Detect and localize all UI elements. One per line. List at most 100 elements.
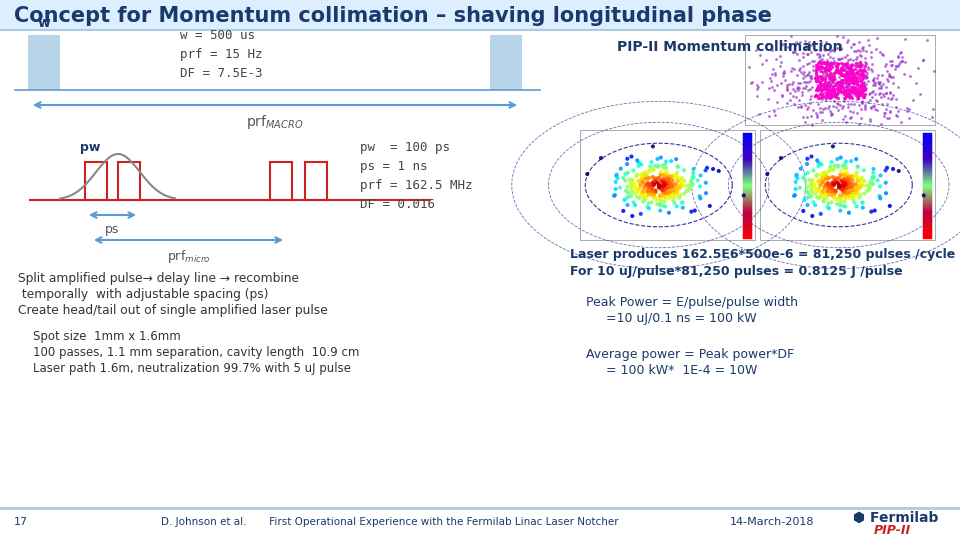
Point	[834, 63, 850, 71]
Point	[828, 90, 844, 98]
Point	[846, 108, 861, 117]
Point	[836, 87, 852, 96]
Point	[662, 191, 678, 200]
Point	[813, 63, 828, 72]
Point	[812, 82, 828, 90]
Point	[845, 183, 860, 191]
Point	[880, 76, 896, 85]
Point	[847, 78, 862, 87]
Point	[844, 112, 859, 121]
Point	[865, 76, 880, 84]
Point	[830, 93, 846, 102]
Point	[815, 73, 830, 82]
Point	[822, 90, 837, 98]
Point	[837, 90, 852, 98]
Point	[845, 71, 860, 80]
Point	[625, 212, 640, 220]
Point	[786, 192, 802, 200]
Point	[659, 167, 674, 176]
Point	[833, 79, 849, 87]
Point	[882, 201, 898, 210]
Point	[835, 78, 851, 86]
Point	[820, 77, 835, 86]
Point	[919, 36, 934, 45]
Point	[855, 90, 871, 99]
Point	[822, 60, 837, 69]
Point	[793, 164, 808, 173]
Point	[867, 206, 882, 215]
Point	[650, 154, 665, 163]
Point	[823, 58, 838, 66]
Point	[802, 192, 817, 201]
Point	[666, 192, 682, 201]
Point	[804, 186, 819, 194]
Point	[821, 87, 836, 96]
Point	[804, 176, 820, 184]
Point	[849, 95, 864, 104]
Point	[813, 210, 828, 218]
Point	[819, 91, 834, 99]
Point	[637, 171, 653, 180]
Point	[855, 70, 871, 79]
Point	[773, 41, 788, 50]
Point	[838, 91, 853, 100]
Point	[829, 174, 845, 183]
Point	[644, 158, 660, 166]
Point	[812, 193, 828, 201]
Point	[842, 178, 857, 187]
Point	[798, 118, 813, 127]
Point	[676, 181, 691, 190]
Point	[841, 82, 856, 90]
Point	[853, 84, 869, 92]
Point	[843, 66, 858, 75]
Point	[633, 181, 648, 190]
Point	[814, 73, 829, 82]
Point	[787, 191, 803, 199]
Point	[839, 64, 854, 72]
Point	[854, 174, 870, 183]
Point	[824, 80, 839, 89]
Point	[837, 202, 852, 211]
Point	[847, 72, 862, 81]
Point	[823, 166, 838, 174]
Point	[850, 168, 865, 177]
Point	[819, 79, 834, 88]
Point	[853, 76, 869, 84]
Point	[636, 196, 652, 205]
Point	[785, 85, 801, 93]
Point	[792, 79, 807, 87]
Point	[808, 76, 824, 85]
Point	[795, 62, 810, 70]
Point	[658, 194, 673, 202]
Point	[685, 174, 701, 183]
Point	[820, 187, 835, 195]
Point	[835, 83, 851, 91]
Text: Concept for Momentum collimation – shaving longitudinal phase: Concept for Momentum collimation – shavi…	[14, 6, 772, 26]
Point	[836, 180, 852, 188]
Point	[888, 62, 903, 70]
Point	[619, 193, 635, 202]
Point	[827, 190, 842, 199]
Point	[840, 36, 855, 44]
Point	[813, 90, 828, 99]
Point	[820, 70, 835, 78]
Point	[843, 72, 858, 81]
Point	[855, 198, 871, 207]
Point	[841, 86, 856, 94]
Point	[803, 98, 818, 107]
Point	[850, 109, 865, 117]
Point	[810, 86, 826, 94]
Point	[858, 72, 874, 81]
Point	[840, 173, 855, 181]
Point	[634, 170, 649, 179]
Point	[809, 85, 825, 93]
Point	[841, 71, 856, 79]
Point	[829, 44, 845, 52]
Point	[794, 91, 809, 99]
Point	[835, 59, 851, 68]
Point	[808, 66, 824, 75]
Point	[643, 180, 659, 189]
Point	[646, 190, 661, 199]
Point	[846, 85, 861, 93]
Point	[863, 65, 878, 74]
